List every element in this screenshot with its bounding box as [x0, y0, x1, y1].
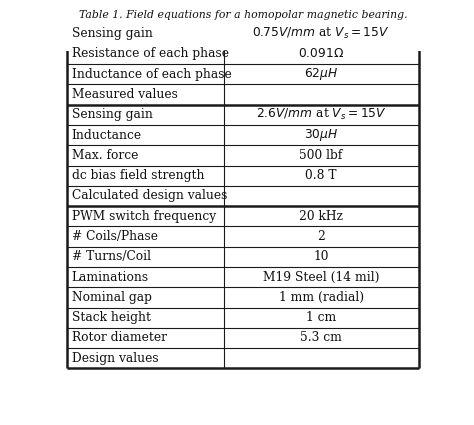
Text: $2.6V/mm$ at $V_s = 15V$: $2.6V/mm$ at $V_s = 15V$ [255, 107, 386, 122]
Text: Design values: Design values [72, 352, 158, 365]
Text: 0.8 T: 0.8 T [305, 169, 337, 182]
Text: Calculated design values: Calculated design values [72, 190, 227, 202]
Text: PWM switch frequency: PWM switch frequency [72, 210, 216, 223]
Text: Laminations: Laminations [72, 271, 149, 283]
Text: Inductance: Inductance [72, 129, 142, 142]
Text: $0.091\Omega$: $0.091\Omega$ [298, 48, 344, 60]
Text: $30\mu H$: $30\mu H$ [304, 127, 338, 143]
Text: # Turns/Coil: # Turns/Coil [72, 250, 151, 264]
Text: M19 Steel (14 mil): M19 Steel (14 mil) [263, 271, 379, 283]
Text: 10: 10 [313, 250, 329, 264]
Text: $62\mu H$: $62\mu H$ [304, 66, 338, 82]
Text: $0.75V/mm$ at $V_s = 15V$: $0.75V/mm$ at $V_s = 15V$ [252, 26, 390, 41]
Text: Max. force: Max. force [72, 149, 138, 162]
Text: 20 kHz: 20 kHz [299, 210, 343, 223]
Text: 1 cm: 1 cm [306, 311, 336, 324]
Text: dc bias field strength: dc bias field strength [72, 169, 204, 182]
Text: Nominal gap: Nominal gap [72, 291, 152, 304]
Text: Sensing gain: Sensing gain [72, 108, 153, 121]
Text: 2: 2 [317, 230, 325, 243]
Text: Resistance of each phase: Resistance of each phase [72, 48, 229, 60]
Text: Rotor diameter: Rotor diameter [72, 332, 167, 345]
Text: 500 lbf: 500 lbf [300, 149, 343, 162]
Text: Sensing gain: Sensing gain [72, 27, 153, 40]
Text: Inductance of each phase: Inductance of each phase [72, 68, 231, 81]
Text: # Coils/Phase: # Coils/Phase [72, 230, 158, 243]
Text: Table 1. Field equations for a homopolar magnetic bearing.: Table 1. Field equations for a homopolar… [79, 11, 407, 20]
Text: 1 mm (radial): 1 mm (radial) [279, 291, 364, 304]
Text: Stack height: Stack height [72, 311, 151, 324]
Text: 5.3 cm: 5.3 cm [300, 332, 342, 345]
Text: Measured values: Measured values [72, 88, 178, 101]
